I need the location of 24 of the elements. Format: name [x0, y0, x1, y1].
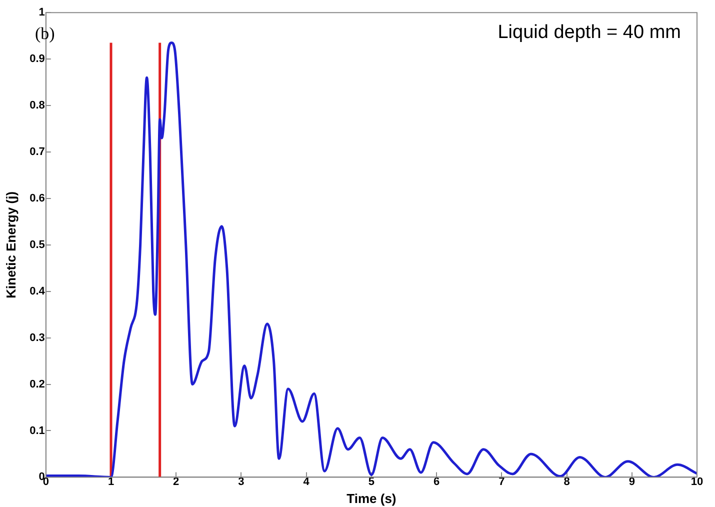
- x-tick-label: 1: [108, 476, 114, 488]
- y-tick-label: 0.9: [30, 53, 45, 66]
- y-tick-label: 0.7: [30, 146, 45, 158]
- y-tick-label: 0.6: [30, 192, 45, 204]
- x-tick-label: 5: [368, 476, 375, 488]
- annotation: (b): [35, 24, 55, 44]
- x-tick-label: 7: [498, 476, 505, 488]
- x-tick-label: 6: [433, 476, 440, 488]
- x-axis-title: Time (s): [346, 490, 396, 506]
- y-tick-label: 0.8: [30, 100, 45, 112]
- y-tick-label: 1: [38, 6, 45, 19]
- x-tick-label: 3: [238, 476, 244, 488]
- y-tick-label: 0.5: [30, 238, 45, 251]
- y-tick-label: 0.1: [30, 424, 45, 437]
- y-tick-label: 0.2: [30, 378, 45, 390]
- y-tick-label: 0.4: [30, 285, 46, 298]
- y-axis-title: Kinetic Energy (j): [3, 191, 18, 298]
- x-tick-label: 10: [690, 476, 704, 488]
- y-tick-label: 0.3: [30, 332, 45, 344]
- x-tick-label: 9: [628, 476, 635, 488]
- x-tick-label: 4: [303, 476, 310, 488]
- x-tick-label: 2: [173, 476, 180, 488]
- x-tick-label: 8: [564, 476, 570, 488]
- annotation: Liquid depth = 40 mm: [498, 22, 681, 43]
